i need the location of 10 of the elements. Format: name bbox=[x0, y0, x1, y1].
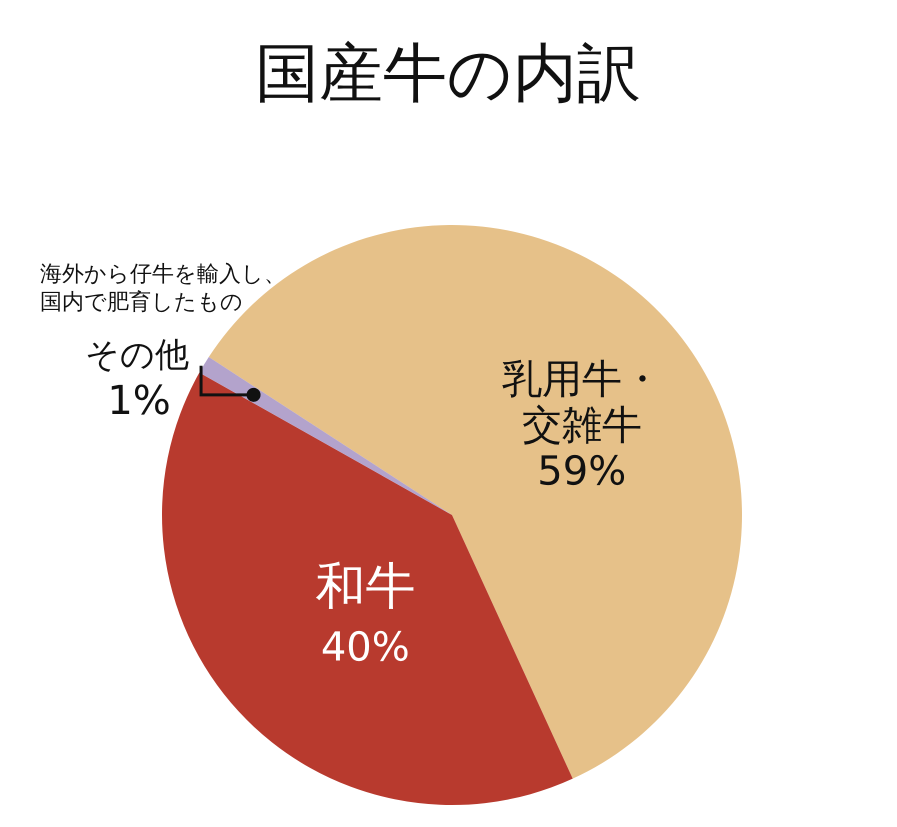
category-label: 乳用牛・ bbox=[502, 356, 662, 402]
value-label: 40% bbox=[320, 624, 410, 671]
category-label: 交雑牛 bbox=[522, 402, 642, 448]
title: 国産牛の内訳 bbox=[255, 37, 641, 111]
value-label: 59% bbox=[537, 448, 626, 494]
category-label: 和牛 bbox=[315, 557, 416, 616]
annotation: 海外から仔牛を輸入し、 bbox=[40, 262, 286, 287]
category-label: その他 bbox=[85, 334, 190, 375]
annotation: 国内で肥育したもの bbox=[40, 290, 243, 315]
value-label: 1% bbox=[107, 378, 171, 424]
